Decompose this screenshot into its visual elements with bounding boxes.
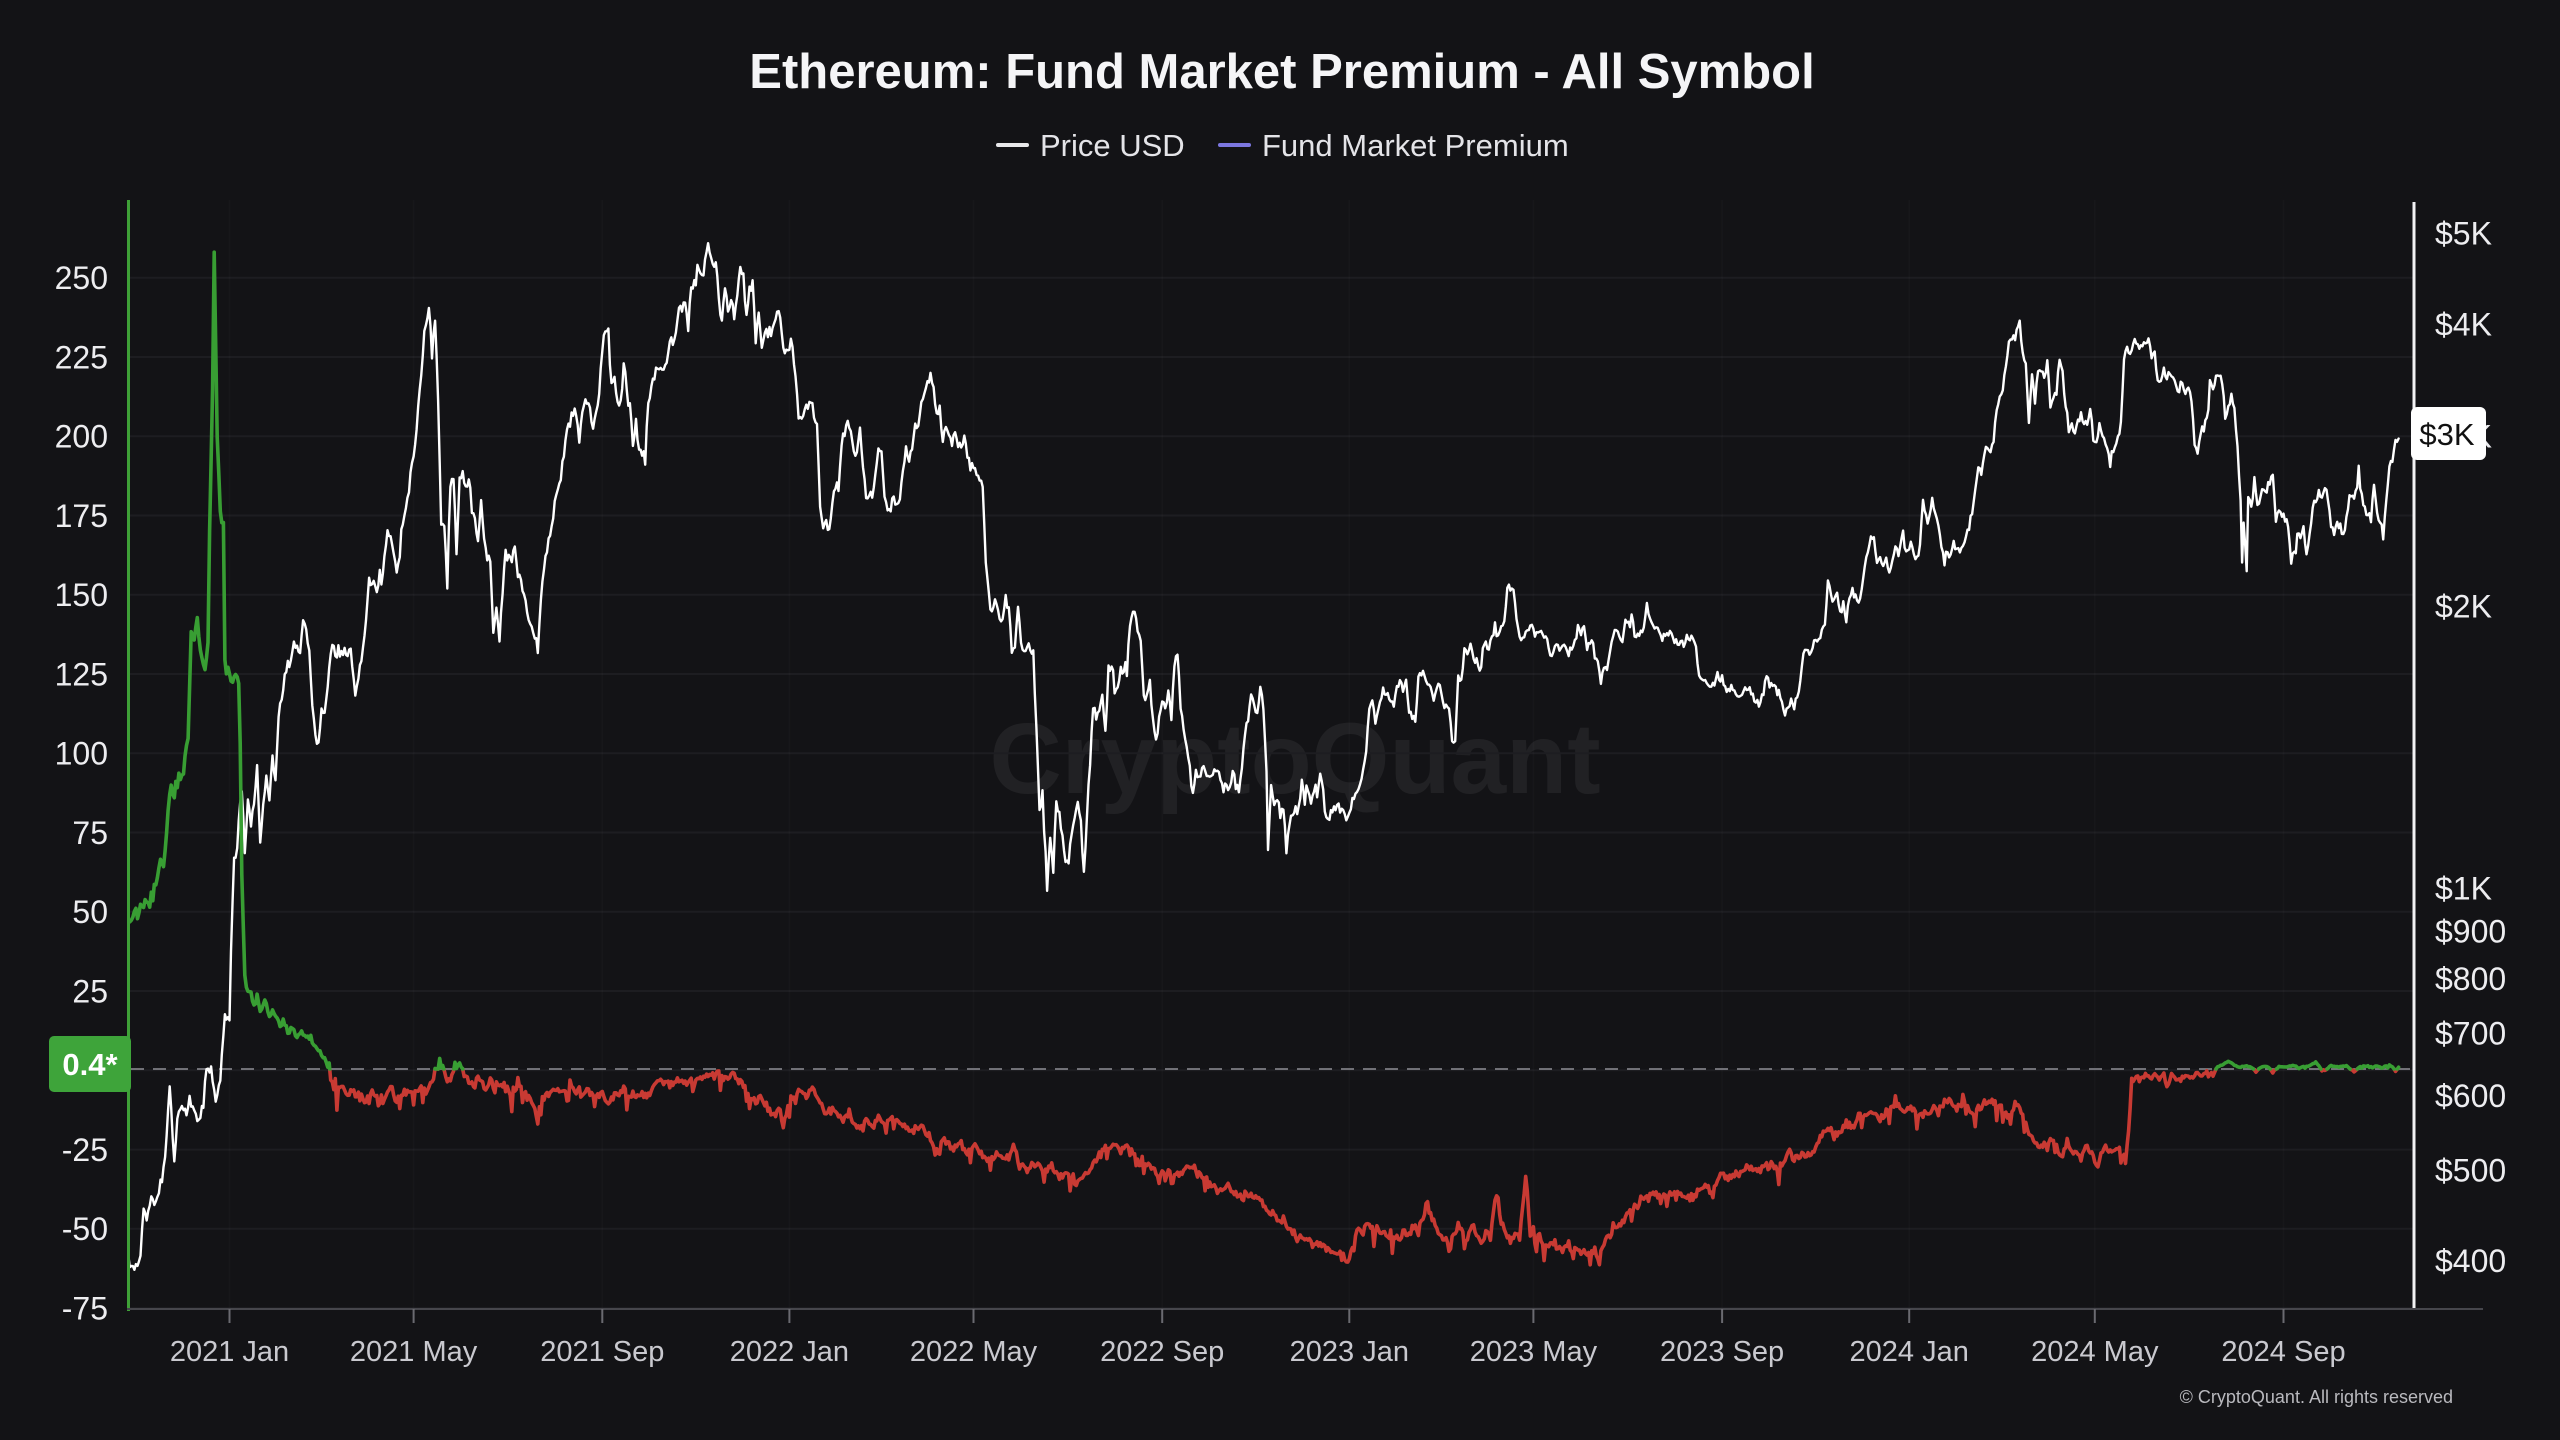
svg-text:2024 May: 2024 May bbox=[2031, 1336, 2159, 1368]
svg-text:200: 200 bbox=[55, 419, 108, 455]
svg-text:$1K: $1K bbox=[2435, 870, 2492, 906]
svg-text:$2K: $2K bbox=[2435, 588, 2492, 624]
svg-text:75: 75 bbox=[72, 815, 108, 851]
svg-text:© CryptoQuant. All rights rese: © CryptoQuant. All rights reserved bbox=[2180, 1387, 2453, 1407]
svg-text:Ethereum: Fund Market Premium: Ethereum: Fund Market Premium - All Symb… bbox=[749, 45, 1814, 99]
svg-text:$400: $400 bbox=[2435, 1243, 2506, 1279]
svg-text:$900: $900 bbox=[2435, 913, 2506, 949]
svg-text:125: 125 bbox=[55, 656, 108, 692]
svg-text:Price USD: Price USD bbox=[1040, 128, 1185, 163]
svg-text:2022 May: 2022 May bbox=[910, 1336, 1038, 1368]
svg-text:50: 50 bbox=[72, 894, 108, 930]
svg-text:150: 150 bbox=[55, 577, 108, 613]
svg-text:2021 Jan: 2021 Jan bbox=[170, 1336, 289, 1368]
svg-text:225: 225 bbox=[55, 339, 108, 375]
svg-text:-75: -75 bbox=[62, 1290, 108, 1326]
svg-text:2021 Sep: 2021 Sep bbox=[540, 1336, 664, 1368]
svg-text:$4K: $4K bbox=[2435, 307, 2492, 343]
svg-text:2024 Sep: 2024 Sep bbox=[2221, 1336, 2345, 1368]
svg-text:2022 Sep: 2022 Sep bbox=[1100, 1336, 1224, 1368]
svg-text:2021 May: 2021 May bbox=[350, 1336, 478, 1368]
svg-text:CryptoQuant: CryptoQuant bbox=[989, 703, 1600, 815]
svg-text:$700: $700 bbox=[2435, 1016, 2506, 1052]
svg-text:$3K: $3K bbox=[2419, 417, 2474, 452]
svg-text:2024 Jan: 2024 Jan bbox=[1850, 1336, 1969, 1368]
svg-text:Fund Market Premium: Fund Market Premium bbox=[1262, 128, 1569, 163]
svg-text:2023 Jan: 2023 Jan bbox=[1290, 1336, 1409, 1368]
svg-text:$800: $800 bbox=[2435, 961, 2506, 997]
svg-text:-50: -50 bbox=[62, 1211, 108, 1247]
svg-text:25: 25 bbox=[72, 973, 108, 1009]
svg-text:0.4*: 0.4* bbox=[62, 1047, 118, 1082]
svg-text:175: 175 bbox=[55, 498, 108, 534]
svg-text:$600: $600 bbox=[2435, 1078, 2506, 1114]
svg-text:250: 250 bbox=[55, 260, 108, 296]
svg-text:-25: -25 bbox=[62, 1132, 108, 1168]
svg-text:$500: $500 bbox=[2435, 1152, 2506, 1188]
svg-text:$5K: $5K bbox=[2435, 216, 2492, 252]
svg-text:2023 Sep: 2023 Sep bbox=[1660, 1336, 1784, 1368]
svg-text:100: 100 bbox=[55, 736, 108, 772]
svg-text:2022 Jan: 2022 Jan bbox=[730, 1336, 849, 1368]
svg-text:2023 May: 2023 May bbox=[1470, 1336, 1598, 1368]
